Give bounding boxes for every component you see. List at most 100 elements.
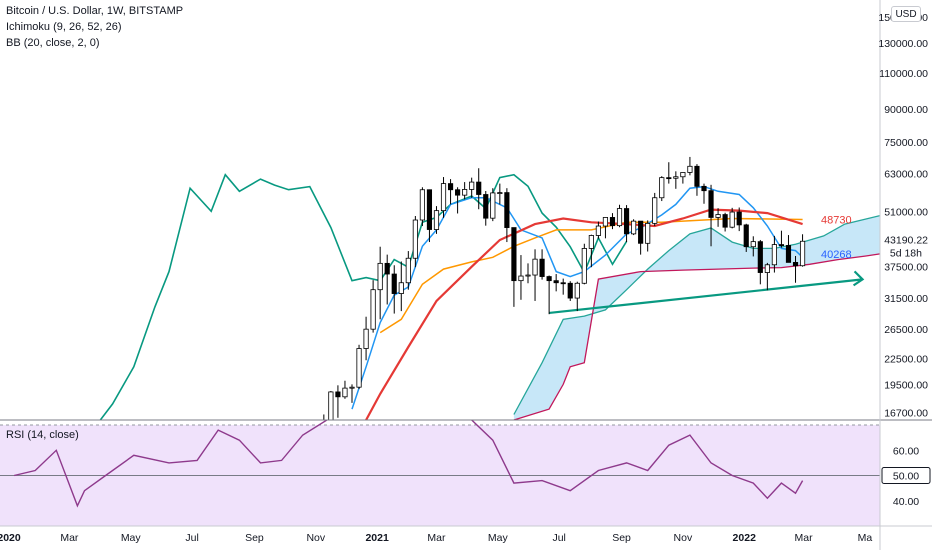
time-tick: Mar — [60, 532, 79, 544]
candle-body — [722, 214, 728, 228]
candle-body — [342, 387, 348, 398]
chikou-span-line — [99, 173, 628, 420]
bollinger-basis-line — [365, 208, 803, 420]
candle-body — [433, 210, 440, 230]
candle-body — [440, 183, 447, 212]
trendline — [549, 278, 863, 315]
level-label-upper: 48730 — [821, 215, 852, 227]
candle-body — [469, 181, 475, 190]
candle-body — [532, 258, 538, 276]
rsi-value-box — [881, 467, 931, 485]
tenkan-sen-line — [351, 185, 804, 410]
candle-body — [419, 189, 425, 221]
price-tick: 37500.00 — [884, 262, 928, 274]
time-tick: Jul — [552, 532, 565, 544]
candle-body — [462, 189, 468, 196]
candle-body — [539, 258, 545, 277]
candle-body — [673, 176, 679, 179]
price-tick: 22500.00 — [884, 354, 928, 366]
time-tick: 2021 — [365, 532, 389, 544]
candle-body — [701, 185, 707, 192]
candle-body — [483, 194, 489, 219]
time-tick: Sep — [612, 532, 631, 544]
candle-body — [476, 181, 482, 195]
candle-body — [426, 189, 433, 230]
candle-body — [623, 208, 630, 235]
rsi-line — [13, 420, 804, 508]
candle-body — [694, 165, 700, 187]
candle-body — [666, 177, 672, 180]
candle-body — [595, 225, 601, 236]
candle-body — [490, 192, 496, 219]
price-tick: 90000.00 — [884, 104, 928, 116]
time-tick: Jul — [185, 532, 198, 544]
candle-body — [447, 183, 454, 191]
candle-body — [708, 190, 714, 218]
candle-body — [602, 217, 609, 227]
price-tick: 26500.00 — [884, 324, 928, 336]
candle-body — [729, 211, 735, 228]
price-tick: 75000.00 — [884, 137, 928, 149]
candle-body — [349, 386, 355, 389]
candle-body — [525, 274, 531, 277]
candle-body — [518, 275, 524, 282]
candle-body — [581, 248, 587, 284]
candle-body — [384, 262, 390, 275]
candle-body — [335, 391, 341, 398]
time-tick: May — [488, 532, 509, 544]
candle-body — [377, 262, 383, 291]
candle-body — [764, 264, 770, 273]
symbol-title[interactable]: Bitcoin / U.S. Dollar, 1W, BITSTAMP — [6, 5, 184, 17]
time-tick: 2022 — [733, 532, 757, 544]
candle-body — [398, 282, 404, 294]
candle-body — [553, 280, 559, 284]
price-tick: 16700.00 — [884, 407, 928, 419]
candle-body — [785, 245, 792, 263]
candle-body — [645, 222, 651, 244]
bar-countdown: 5d 18h — [890, 247, 922, 259]
rsi-pane — [0, 420, 880, 526]
candle-body — [574, 282, 580, 299]
ichimoku-legend[interactable]: Ichimoku (9, 26, 52, 26) — [6, 21, 122, 33]
candle-body — [560, 282, 566, 285]
rsi-legend[interactable]: RSI (14, close) — [6, 429, 79, 441]
candle-body — [652, 197, 658, 224]
candle-body — [455, 189, 461, 196]
rsi-tick: 40.00 — [893, 496, 919, 508]
candle-body — [757, 241, 763, 273]
candle-body — [616, 208, 623, 227]
candle-body — [546, 276, 552, 282]
candle-body — [567, 282, 573, 299]
rsi-tick: 50.00 — [893, 471, 919, 483]
candle-body — [356, 348, 362, 388]
bollinger-legend[interactable]: BB (20, close, 2, 0) — [6, 37, 100, 49]
price-tick: 110000.00 — [879, 68, 928, 80]
time-tick: Sep — [245, 532, 264, 544]
candle-body — [743, 224, 749, 248]
candle-body — [588, 235, 594, 249]
candle-body — [715, 214, 721, 218]
candle-body — [799, 240, 806, 267]
candle-body — [638, 220, 644, 244]
price-tick: 63000.00 — [884, 168, 928, 180]
candle-body — [736, 211, 742, 226]
candle-body — [609, 217, 616, 227]
candle-body — [750, 241, 756, 248]
price-tick: 31500.00 — [884, 293, 928, 305]
candle-body — [328, 391, 334, 420]
currency-badge[interactable]: USD — [891, 6, 921, 22]
time-tick: 2020 — [0, 532, 21, 544]
trendline-arrowhead — [852, 270, 865, 287]
indicator-lines: 48730 40268 — [99, 173, 880, 420]
candle-body — [659, 177, 665, 199]
price-tick: 51000.00 — [884, 206, 928, 218]
candle-body — [792, 262, 799, 267]
candle-body — [412, 219, 418, 259]
time-tick: Nov — [306, 532, 325, 544]
time-tick: Nov — [674, 532, 693, 544]
time-tick: Mar — [795, 532, 814, 544]
time-tick: May — [121, 532, 142, 544]
candlestick-series — [321, 156, 806, 420]
